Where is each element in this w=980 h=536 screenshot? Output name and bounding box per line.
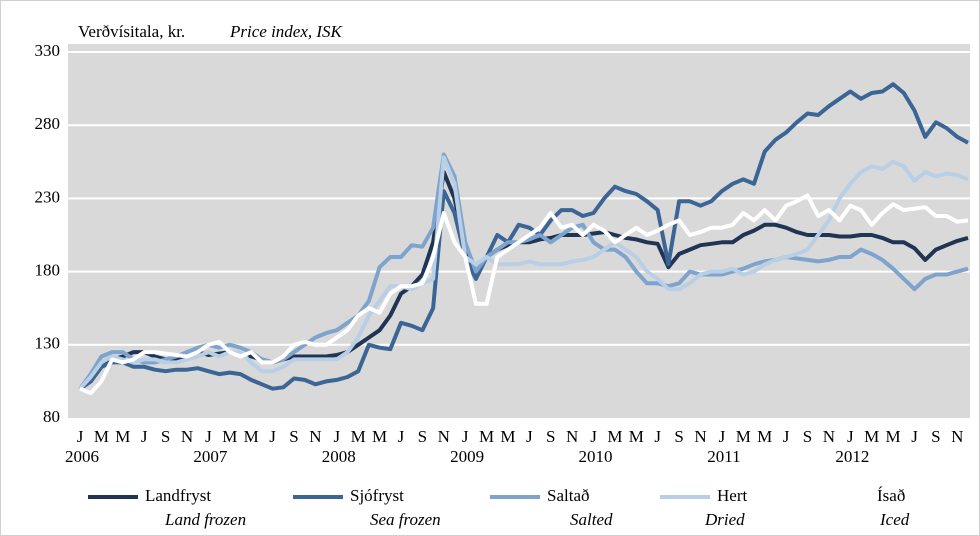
- x-year-label: 2008: [322, 447, 356, 466]
- legend-label-en: Dried: [704, 510, 745, 529]
- x-tick-label: S: [289, 427, 298, 446]
- legend-label-en: Iced: [879, 510, 910, 529]
- x-year-label: 2011: [707, 447, 740, 466]
- x-tick-label: N: [694, 427, 706, 446]
- x-year-label: 2006: [65, 447, 99, 466]
- y-axis-title: Verðvísitala, kr.: [78, 22, 185, 41]
- x-tick-label: M: [736, 427, 751, 446]
- y-tick-label: 130: [35, 334, 61, 353]
- legend-label: Landfryst: [145, 486, 211, 505]
- x-tick-label: J: [141, 427, 148, 446]
- y-tick-label: 330: [35, 41, 61, 60]
- x-tick-label: M: [629, 427, 644, 446]
- legend-label: Sjófryst: [350, 486, 404, 505]
- y-tick-label: 80: [43, 407, 60, 426]
- x-tick-label: J: [77, 427, 84, 446]
- x-year-label: 2010: [579, 447, 613, 466]
- x-tick-label: N: [309, 427, 321, 446]
- x-tick-label: M: [607, 427, 622, 446]
- x-tick-label: S: [418, 427, 427, 446]
- x-tick-label: S: [674, 427, 683, 446]
- x-tick-label: M: [372, 427, 387, 446]
- x-tick-label: M: [757, 427, 772, 446]
- y-tick-label: 230: [35, 187, 61, 206]
- legend-label-en: Salted: [570, 510, 613, 529]
- x-tick-label: M: [864, 427, 879, 446]
- x-tick-label: J: [590, 427, 597, 446]
- x-tick-label: M: [500, 427, 515, 446]
- x-year-label: 2007: [193, 447, 228, 466]
- x-tick-label: J: [783, 427, 790, 446]
- x-tick-label: N: [438, 427, 450, 446]
- x-tick-label: J: [911, 427, 918, 446]
- y-axis-title-en: Price index, ISK: [229, 22, 344, 41]
- y-tick-label: 280: [35, 114, 61, 133]
- x-tick-label: M: [479, 427, 494, 446]
- x-tick-label: J: [847, 427, 854, 446]
- x-tick-label: M: [886, 427, 901, 446]
- x-tick-label: N: [566, 427, 578, 446]
- legend-label-en: Land frozen: [164, 510, 246, 529]
- x-year-label: 2009: [450, 447, 484, 466]
- x-year-label: 2012: [835, 447, 869, 466]
- x-tick-label: J: [719, 427, 726, 446]
- series-line: [79, 193, 969, 396]
- x-tick-label: M: [94, 427, 109, 446]
- x-tick-label: J: [269, 427, 276, 446]
- x-tick-label: S: [803, 427, 812, 446]
- legend-label: Ísað: [877, 486, 905, 505]
- x-tick-label: J: [526, 427, 533, 446]
- x-tick-label: J: [654, 427, 661, 446]
- x-tick-label: M: [244, 427, 259, 446]
- x-tick-label: S: [161, 427, 170, 446]
- x-tick-label: S: [546, 427, 555, 446]
- x-tick-label: M: [222, 427, 237, 446]
- x-tick-label: M: [115, 427, 130, 446]
- x-tick-label: J: [333, 427, 340, 446]
- legend-label-en: Sea frozen: [370, 510, 441, 529]
- series-line: [78, 82, 969, 391]
- x-tick-label: N: [951, 427, 963, 446]
- x-tick-label: J: [398, 427, 405, 446]
- x-tick-label: M: [351, 427, 366, 446]
- x-tick-label: N: [823, 427, 835, 446]
- y-tick-label: 180: [35, 261, 61, 280]
- x-tick-label: N: [181, 427, 193, 446]
- x-tick-label: J: [462, 427, 469, 446]
- legend-label: Saltað: [547, 486, 590, 505]
- legend-label: Hert: [717, 486, 747, 505]
- x-tick-label: J: [205, 427, 212, 446]
- x-tick-label: S: [931, 427, 940, 446]
